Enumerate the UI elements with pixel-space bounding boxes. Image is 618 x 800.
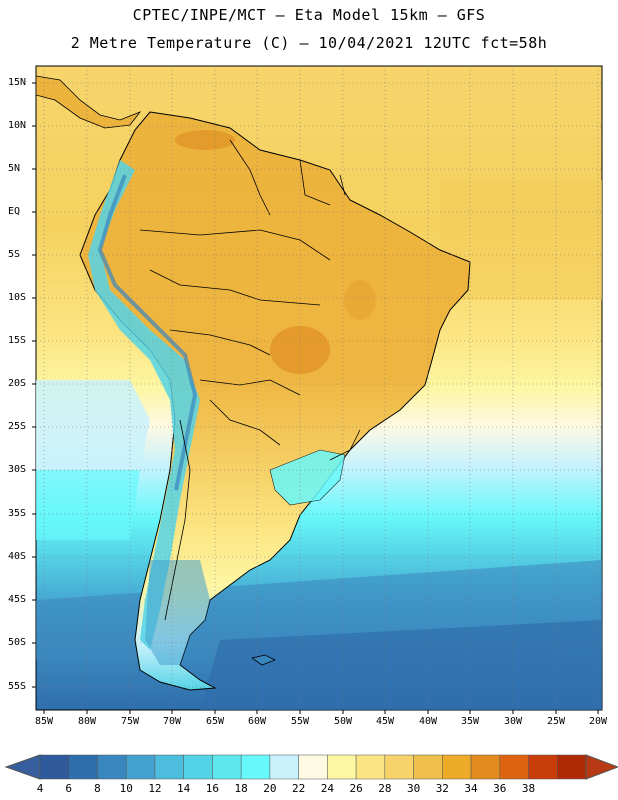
colorbar-value-label: 24: [320, 782, 334, 795]
lat-label: 10N: [8, 120, 27, 131]
lon-label: 50W: [333, 716, 353, 727]
colorbar-swatch: [97, 754, 127, 780]
lon-label: 80W: [77, 716, 97, 727]
lat-label: 15S: [8, 335, 27, 346]
lon-label: 55W: [290, 716, 310, 727]
country-borders: [139, 139, 361, 621]
lat-label: 55S: [8, 681, 27, 692]
colorbar-over-arrow: [585, 754, 618, 780]
lat-label: 40S: [8, 551, 27, 562]
colorbar-swatch: [355, 754, 386, 780]
colorbar-value-label: 30: [406, 782, 421, 795]
pacific-cyan-band: [36, 470, 140, 540]
lat-label: 20S: [8, 378, 27, 389]
lon-label: 85W: [34, 716, 54, 727]
colorbar-swatch: [154, 754, 184, 780]
lat-label: 5S: [8, 249, 21, 260]
colorbar-value-label: 16: [205, 782, 220, 795]
colorbar-swatch: [327, 754, 357, 780]
lat-label: 15N: [8, 77, 27, 88]
colorbar-value-label: 6: [65, 782, 73, 795]
lat-label: 30S: [8, 464, 27, 475]
colorbar-value-label: 32: [435, 782, 449, 795]
andes-core: [97, 174, 198, 491]
colorbar-value-label: 28: [378, 782, 392, 795]
colorbar-value-label: 20: [263, 782, 277, 795]
colorbar-under-arrow: [4, 754, 41, 780]
lon-label: 20W: [588, 716, 608, 727]
hot-spot-northeast: [344, 280, 376, 320]
lon-label: 45W: [375, 716, 395, 727]
lon-label: 25W: [546, 716, 566, 727]
colorbar-value-label: 34: [464, 782, 478, 795]
lon-label: 70W: [162, 716, 182, 727]
map-title-line2: 2 Metre Temperature (C) – 10/04/2021 12U…: [70, 34, 548, 52]
colorbar-swatch: [125, 754, 156, 780]
lon-label: 75W: [120, 716, 140, 727]
colorbar-value-label: 36: [493, 782, 507, 795]
colorbar-value-label: 10: [119, 782, 133, 795]
colorbar-value-label: 4: [36, 782, 44, 795]
colorbar-swatch: [384, 754, 414, 780]
colorbar-swatch: [68, 754, 98, 780]
lon-label: 40W: [418, 716, 438, 727]
lat-label: EQ: [8, 206, 21, 217]
colorbar-value-label: 18: [234, 782, 248, 795]
lat-label: 45S: [8, 594, 27, 605]
southern-brazil-cool: [269, 449, 346, 506]
lat-label: 5N: [8, 163, 21, 174]
colorbar-swatch: [442, 754, 472, 780]
falkland-islands: [251, 654, 276, 666]
lat-label: 25S: [8, 421, 27, 432]
lat-label: 50S: [8, 637, 27, 648]
colorbar-swatch: [470, 754, 501, 780]
colorbar-value-label: 38: [521, 782, 536, 795]
colorbar-swatch: [240, 754, 271, 780]
lat-label: 10S: [8, 292, 27, 303]
lat-label: 35S: [8, 508, 27, 519]
colorbar-value-label: 26: [349, 782, 363, 795]
south-ocean-deep: [200, 620, 602, 710]
lon-label: 60W: [247, 716, 267, 727]
colorbar-value-label: 22: [292, 782, 306, 795]
central-america: [35, 75, 142, 129]
hot-spot-venezuela: [175, 130, 235, 150]
colorbar-swatch: [528, 754, 558, 780]
patagonia-cool: [145, 560, 210, 665]
lon-label: 35W: [460, 716, 480, 727]
colorbar-swatch: [298, 754, 328, 780]
colorbar: [4, 754, 618, 780]
pacific-cool-tongue: [36, 380, 150, 470]
colorbar-swatch: [39, 754, 69, 780]
colorbar-swatch: [499, 754, 529, 780]
lon-label: 30W: [503, 716, 523, 727]
colorbar-value-label: 8: [94, 782, 101, 795]
axis-ticks: [32, 82, 599, 714]
graticule: [36, 66, 602, 710]
colorbar-swatch: [183, 754, 213, 780]
colorbar-swatch: [413, 754, 443, 780]
colorbar-swatch: [557, 754, 587, 780]
colorbar-value-label: 14: [177, 782, 191, 795]
map-title-line1: CPTEC/INPE/MCT – Eta Model 15km – GFS: [132, 6, 486, 24]
colorbar-swatch: [269, 754, 299, 780]
colorbar-value-label: 12: [148, 782, 162, 795]
colorbar-swatch: [212, 754, 242, 780]
lon-label: 65W: [205, 716, 225, 727]
andes-cool-strip: [88, 160, 200, 650]
